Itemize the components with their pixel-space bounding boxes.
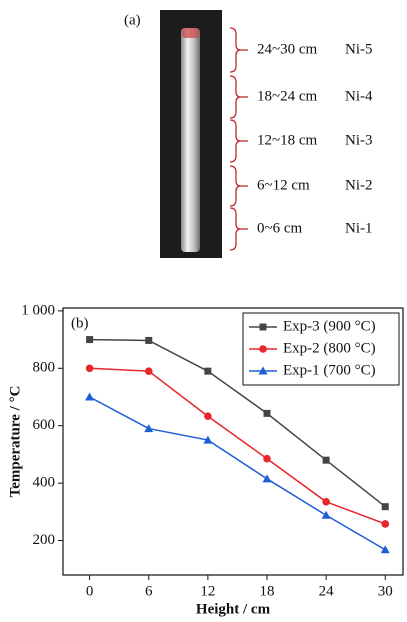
- nickel-rod: [181, 28, 200, 252]
- marker: [86, 336, 94, 344]
- marker: [321, 510, 331, 519]
- marker: [381, 503, 389, 511]
- segment-range: 24~30 cm: [257, 41, 318, 57]
- bracket: [229, 75, 242, 119]
- x-tick-label: 30: [378, 583, 393, 599]
- marker: [85, 364, 94, 373]
- x-tick-label: 24: [319, 583, 335, 599]
- legend-marker: [258, 366, 268, 375]
- marker: [85, 392, 95, 401]
- segment-sample: Ni-3: [345, 132, 373, 148]
- legend-marker: [259, 345, 267, 353]
- x-tick-label: 6: [145, 583, 153, 599]
- x-tick-label: 12: [200, 583, 215, 599]
- marker: [144, 367, 153, 375]
- marker: [381, 520, 390, 528]
- y-tick-label: 400: [33, 475, 56, 491]
- segment-sample: Ni-2: [345, 177, 373, 193]
- segment-sample: Ni-5: [345, 41, 373, 57]
- marker: [145, 336, 153, 344]
- bracket: [229, 119, 242, 163]
- marker: [263, 409, 271, 417]
- bracket: [229, 207, 242, 251]
- x-tick-label: 0: [86, 583, 94, 599]
- panel-label: (a): [124, 12, 141, 28]
- marker: [144, 424, 154, 433]
- segment-sample: Ni-1: [345, 220, 373, 236]
- segment-sample: Ni-4: [345, 88, 373, 104]
- marker: [380, 545, 390, 554]
- y-tick-label: 1 000: [21, 302, 55, 318]
- marker: [262, 474, 272, 483]
- series-line: [89, 396, 386, 551]
- y-tick-label: 600: [33, 417, 56, 433]
- panel-label: (b): [71, 315, 89, 331]
- series-line: [89, 367, 386, 525]
- y-tick-label: 200: [33, 532, 56, 548]
- series-line: [89, 338, 386, 508]
- plot-frame: [62, 307, 404, 576]
- segment-range: 6~12 cm: [257, 177, 310, 193]
- y-axis-label: Temperature / °C: [7, 386, 23, 498]
- marker: [204, 412, 212, 421]
- x-tick-label: 18: [260, 583, 275, 599]
- legend-label: Exp-1 (700 °C): [283, 362, 376, 378]
- legend-label: Exp-2 (800 °C): [283, 340, 376, 356]
- legend-marker: [259, 323, 267, 331]
- legend-label: Exp-3 (900 °C): [283, 318, 376, 334]
- segment-range: 18~24 cm: [257, 88, 318, 104]
- marker: [203, 435, 213, 444]
- marker: [322, 456, 330, 464]
- rod-tip: [182, 28, 199, 38]
- segment-range: 12~18 cm: [257, 132, 318, 148]
- bracket: [229, 27, 242, 73]
- marker: [322, 497, 330, 506]
- marker: [204, 367, 212, 375]
- marker: [263, 454, 271, 463]
- segment-range: 0~6 cm: [257, 220, 303, 236]
- bracket: [229, 165, 242, 207]
- y-tick-label: 800: [33, 360, 56, 376]
- x-axis-label: Height / cm: [196, 601, 271, 617]
